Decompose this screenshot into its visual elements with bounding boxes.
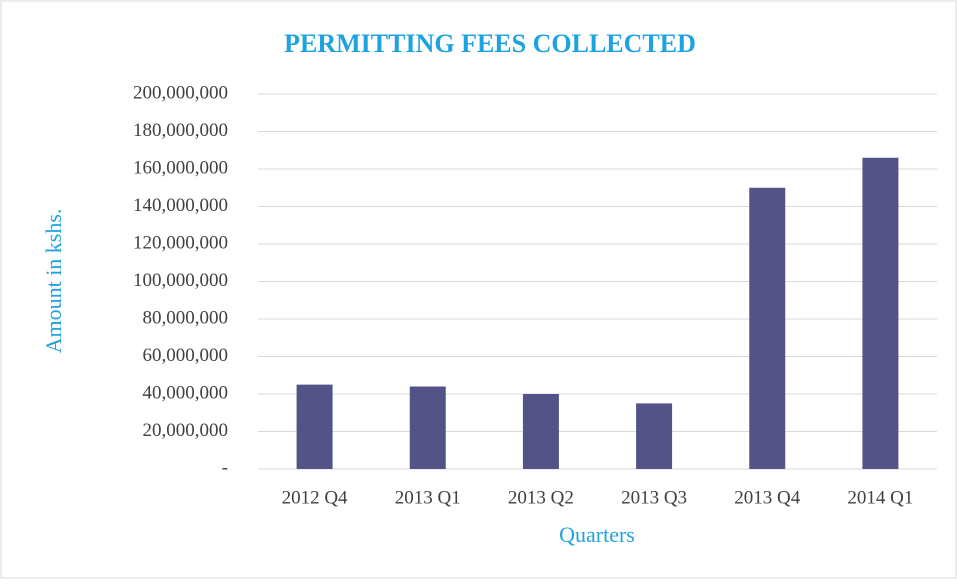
x-tick-label: 2014 Q1	[847, 487, 913, 508]
y-tick-label: 140,000,000	[133, 195, 228, 216]
y-tick-label: 200,000,000	[133, 82, 228, 103]
y-tick-label: 20,000,000	[143, 420, 229, 441]
bar	[749, 187, 786, 469]
y-tick-label: 160,000,000	[133, 157, 228, 178]
y-tick-label: 120,000,000	[133, 232, 228, 253]
bar	[862, 157, 899, 469]
bar	[636, 403, 673, 469]
bar	[522, 394, 559, 469]
x-tick-label: 2013 Q1	[395, 487, 461, 508]
y-tick-label: 60,000,000	[143, 345, 229, 366]
x-axis-label: Quarters	[559, 522, 635, 547]
x-tick-label: 2013 Q3	[621, 487, 687, 508]
x-tick-label: 2012 Q4	[282, 487, 348, 508]
y-tick-label: 80,000,000	[143, 307, 229, 328]
y-tick-label: 40,000,000	[143, 382, 229, 403]
chart-title: PERMITTING FEES COLLECTED	[284, 29, 696, 58]
y-tick-label: 180,000,000	[133, 120, 228, 141]
y-tick-label: -	[222, 457, 228, 478]
x-tick-label: 2013 Q2	[508, 487, 574, 508]
bar	[409, 386, 446, 469]
bar	[296, 384, 333, 469]
y-axis-label: Amount in kshs.	[41, 209, 66, 354]
x-tick-label: 2013 Q4	[734, 487, 800, 508]
y-tick-label: 100,000,000	[133, 270, 228, 291]
